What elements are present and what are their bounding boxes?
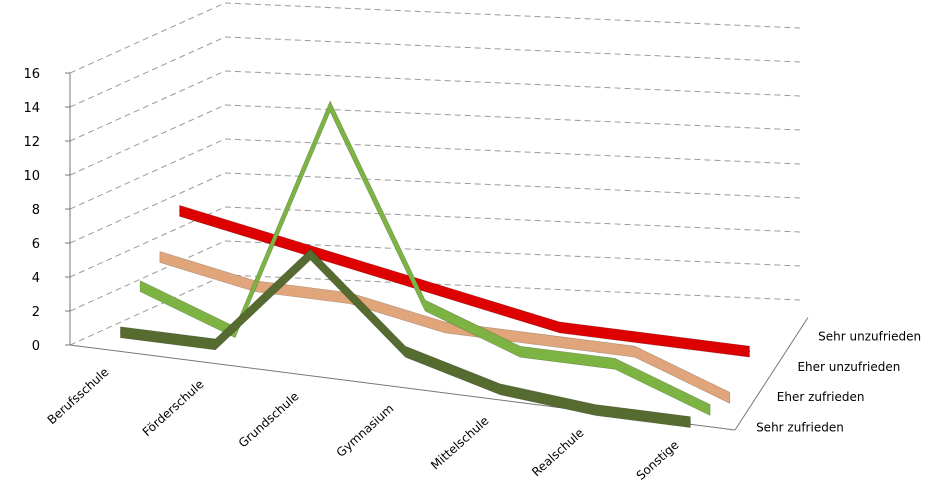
- data-point-eher-zufrieden-2: [329, 105, 331, 107]
- series-label-sehr-unzufrieden: Sehr unzufrieden: [818, 329, 921, 343]
- x-category-label-förderschule: Förderschule: [140, 377, 207, 439]
- series-label-eher-unzufrieden: Eher unzufrieden: [797, 360, 900, 374]
- y-tick-label-12: 12: [23, 135, 40, 150]
- data-point-sehr-zufrieden-5: [594, 409, 596, 411]
- y-tick-label-2: 2: [32, 305, 40, 320]
- depth-axis-line: [734, 317, 809, 431]
- x-category-label-mittelschule: Mittelschule: [428, 413, 491, 472]
- data-point-eher-zufrieden-6: [709, 409, 711, 411]
- series-label-sehr-zufrieden: Sehr zufrieden: [756, 421, 844, 435]
- y-tick-label-4: 4: [32, 271, 40, 286]
- x-category-label-grundschule: Grundschule: [236, 389, 302, 450]
- data-point-sehr-unzufrieden-5: [654, 339, 656, 341]
- gridline: [69, 70, 801, 142]
- x-category-label-sonstige: Sonstige: [634, 438, 682, 483]
- data-point-sehr-unzufrieden-2: [369, 268, 371, 270]
- data-point-eher-unzufrieden-3: [444, 326, 446, 328]
- series-label-eher-zufrieden: Eher zufrieden: [777, 390, 865, 404]
- gridline: [69, 138, 801, 210]
- y-axis-tick-labels: 0 2 4 6 8 10 12 14 16: [23, 67, 40, 354]
- gridline: [69, 206, 801, 278]
- x-category-label-berufsschule: Berufsschule: [45, 365, 112, 427]
- gridline: [69, 2, 801, 74]
- series-line-sehr-zufrieden: [120, 248, 691, 428]
- data-point-sehr-zufrieden-6: [689, 421, 691, 423]
- y-tick-label-14: 14: [23, 101, 40, 116]
- series-line-eher-zufrieden: [139, 100, 711, 416]
- data-point-sehr-zufrieden-4: [499, 388, 501, 390]
- data-point-eher-zufrieden-1: [234, 331, 236, 333]
- data-point-eher-unzufrieden-5: [634, 351, 636, 353]
- y-tick-label-16: 16: [23, 67, 40, 82]
- data-point-eher-zufrieden-3: [424, 305, 426, 307]
- gridline: [69, 172, 801, 244]
- data-point-sehr-unzufrieden-6: [749, 351, 751, 353]
- data-point-sehr-zufrieden-0: [119, 331, 121, 333]
- data-point-eher-unzufrieden-4: [539, 339, 541, 341]
- data-point-sehr-unzufrieden-0: [179, 210, 181, 212]
- data-point-eher-zufrieden-4: [519, 351, 521, 353]
- data-point-sehr-unzufrieden-3: [464, 297, 466, 299]
- data-point-sehr-unzufrieden-4: [559, 326, 561, 328]
- gridline: [69, 104, 801, 176]
- data-point-sehr-zufrieden-3: [404, 351, 406, 353]
- data-point-sehr-zufrieden-1: [214, 343, 216, 345]
- y-tick-label-10: 10: [23, 169, 40, 184]
- gridline: [69, 240, 801, 312]
- y-tick-label-8: 8: [32, 203, 40, 218]
- data-point-sehr-zufrieden-2: [309, 254, 311, 256]
- gridlines: [69, 2, 801, 346]
- data-point-eher-zufrieden-0: [139, 285, 141, 287]
- data-point-eher-unzufrieden-6: [729, 397, 731, 399]
- x-category-label-realschule: Realschule: [529, 426, 586, 480]
- data-point-eher-unzufrieden-0: [159, 256, 161, 258]
- depth-axis-series-labels: Sehr zufrieden Eher zufrieden Eher unzufri…: [756, 329, 921, 434]
- y-tick-label-6: 6: [32, 237, 40, 252]
- series: [119, 100, 751, 428]
- x-category-label-gymnasium: Gymnasium: [334, 401, 397, 460]
- y-tick-label-0: 0: [32, 339, 40, 354]
- gridline: [69, 36, 801, 108]
- data-point-eher-zufrieden-5: [614, 363, 616, 365]
